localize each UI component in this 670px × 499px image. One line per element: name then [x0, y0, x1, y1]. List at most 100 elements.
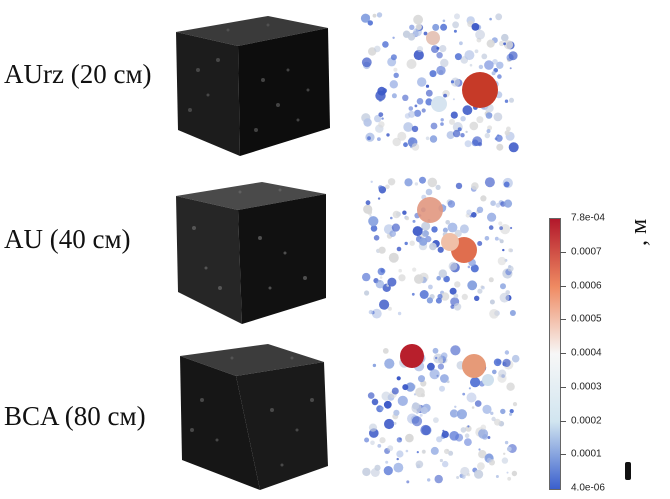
pore-sphere: [415, 23, 422, 30]
row-label-bca: BCA (80 см): [4, 401, 146, 431]
pore-sphere: [421, 108, 426, 113]
pore-sphere: [474, 295, 480, 301]
pore-sphere: [456, 476, 460, 479]
pore-sphere: [378, 185, 383, 190]
pore-sphere: [486, 39, 495, 48]
pore-sphere: [455, 182, 463, 190]
pore-sphere: [389, 80, 398, 89]
pore-sphere: [403, 122, 414, 132]
pore-sphere: [511, 470, 518, 477]
pore-sphere: [480, 195, 487, 202]
pore-sphere: [469, 121, 479, 131]
pore-sphere: [397, 311, 402, 316]
pore-sphere: [430, 446, 439, 455]
pore-sphere: [453, 303, 462, 311]
pore-sphere: [433, 417, 439, 423]
pore-sphere: [497, 74, 502, 79]
pore-sphere: [442, 227, 448, 233]
pore-sphere: [496, 143, 504, 151]
pore-sphere: [391, 387, 399, 395]
pore-sphere: [398, 268, 402, 273]
pore-sphere: [367, 20, 373, 26]
pore-sphere: [499, 40, 505, 47]
pore-sphere: [379, 406, 384, 411]
pore-sphere: [471, 182, 479, 190]
pore-sphere: [436, 436, 443, 443]
pore-sphere: [409, 24, 415, 30]
pore-sphere: [493, 68, 498, 73]
pore-sphere: [379, 276, 383, 279]
pore-sphere: [506, 471, 509, 474]
pore-sphere: [503, 199, 513, 208]
pore-sphere: [370, 225, 378, 232]
pore-sphere: [386, 133, 390, 137]
colorbar-tick-label: 0.0003: [571, 381, 602, 393]
pore-sphere: [396, 457, 399, 461]
pore-sphere: [418, 375, 425, 383]
pore-sphere: [384, 358, 395, 369]
pore-sphere: [404, 178, 413, 187]
pore-sphere: [510, 226, 513, 230]
pore-sphere: [373, 235, 380, 241]
pore-sphere: [452, 129, 461, 138]
pore-sphere: [441, 430, 449, 438]
pore-sphere: [492, 369, 497, 375]
pore-sphere: [445, 220, 450, 225]
pore-sphere: [415, 387, 425, 398]
pore-sphere: [414, 104, 418, 108]
pore-sphere: [496, 61, 504, 69]
pore-sphere: [478, 448, 481, 451]
pore-sphere: [502, 248, 505, 252]
pore-sphere: [494, 236, 499, 241]
pore-sphere: [508, 142, 519, 153]
pore-sphere: [381, 117, 384, 120]
pore-sphere: [475, 29, 485, 40]
pore-sphere: [429, 369, 440, 380]
soil-cube-bca: [180, 344, 328, 490]
pore-sphere: [433, 353, 444, 364]
pore-sphere: [431, 226, 438, 233]
pore-sphere: [377, 137, 381, 142]
pore-sphere: [393, 72, 399, 79]
pore-sphere: [461, 293, 468, 300]
pore-sphere: [387, 178, 396, 186]
pore-sphere: [368, 216, 379, 227]
pore-sphere: [371, 398, 379, 406]
pore-sphere: [480, 424, 487, 431]
pore-sphere: [452, 21, 459, 29]
pore-sphere: [504, 99, 509, 103]
pore-sphere: [506, 446, 512, 452]
pore-sphere: [404, 241, 408, 246]
colorbar-tick-label: 0.0004: [571, 347, 602, 359]
pore-sphere: [425, 188, 433, 196]
pore-sphere: [501, 33, 509, 42]
pore-sphere: [484, 60, 494, 70]
pore-sphere: [493, 358, 502, 367]
pore-sphere: [367, 136, 371, 141]
pore-sphere: [492, 59, 498, 65]
colorbar-tick-mark: [560, 353, 566, 354]
pore-sphere: [490, 200, 496, 206]
pore-sphere: [442, 19, 446, 23]
pore-sphere: [430, 122, 438, 130]
pore-sphere: [487, 112, 493, 118]
pore-network-bca: [362, 344, 520, 484]
pore-sphere: [471, 212, 477, 218]
pore-sphere: [425, 84, 430, 88]
pore-sphere: [396, 437, 403, 443]
pore-sphere: [497, 256, 507, 266]
pore-sphere: [478, 428, 489, 439]
pore-sphere: [440, 292, 450, 301]
pore-sphere: [426, 297, 433, 304]
pore-sphere: [405, 382, 415, 392]
colorbar-tick-label: 0.0006: [571, 280, 602, 291]
pore-sphere: [385, 184, 390, 190]
pore-sphere: [384, 418, 395, 430]
pore-sphere: [377, 267, 385, 276]
pore-sphere: [425, 136, 430, 141]
colorbar-tick-mark: [560, 420, 566, 422]
pore-sphere: [436, 65, 446, 76]
pore-network-aurz: [360, 12, 519, 153]
colorbar-tick-mark: [560, 454, 566, 456]
pore-sphere: [368, 309, 374, 315]
